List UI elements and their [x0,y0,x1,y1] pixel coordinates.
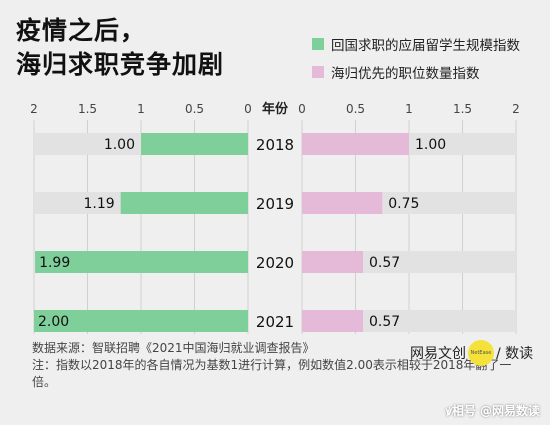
brand-left: 网易文创 [410,346,466,362]
right-bar [302,133,409,155]
title-line-2: 海归求职竞争加剧 [16,50,225,79]
legend-swatch-left [312,38,324,50]
right-bar-value-label: 1.00 [415,137,446,153]
right-bar-value-label: 0.75 [388,196,419,212]
right-axis-tick-label: 2 [512,102,520,116]
watermark: ꝟ相号 @网易数读 [445,404,540,418]
source-text: 数据来源：智联招聘《2021中国海归就业调查报告》 [32,341,315,355]
year-label: 2020 [256,254,294,272]
title-line-1: 疫情之后， [16,16,147,45]
right-axis-tick-label: 1 [405,102,413,116]
year-label: 2021 [256,313,294,331]
left-bar [141,133,248,155]
legend-swatch-right [312,66,324,78]
right-bar-value-label: 0.57 [369,255,400,271]
left-axis-tick-label: 2 [30,102,38,116]
year-label: 2019 [256,195,294,213]
year-axis-header: 年份 [262,101,289,117]
left-bar-value-label: 1.99 [39,255,70,271]
right-axis-tick-label: 0 [298,102,306,116]
note-text: 注：指数以2018年的各自情况为基数1进行计算，例如数值2.00表示相较于201… [32,358,512,389]
footer: 数据来源：智联招聘《2021中国海归就业调查报告》 注：指数以2018年的各自情… [32,340,524,391]
right-bar-value-label: 0.57 [369,314,400,330]
left-bar-value-label: 2.00 [38,314,69,330]
right-bar [302,251,363,273]
left-bar [34,310,248,332]
butterfly-bar-chart: 2 1.5 1 0.5 0 0 0.5 1 1.5 2 年份 1.00 1.00 2018 1.19 0.75… [30,101,520,334]
right-bar [302,310,363,332]
legend-label-right: 海归优先的职位数量指数 [331,66,480,82]
right-axis-tick-label: 0.5 [346,102,365,116]
legend-item-left: 回国求职的应届留学生规模指数 [312,30,520,58]
left-axis-tick-label: 1 [137,102,145,116]
left-axis-tick-label: 0 [244,102,252,116]
brand-dot: NetEase [468,340,494,366]
right-bar [302,192,383,214]
year-label: 2018 [256,136,294,154]
left-bar-value-label: 1.19 [83,196,114,212]
left-bar [120,192,248,214]
brand-logo: 网易文创 NetEase / 数读 [410,340,533,366]
brand-right: / 数读 [496,346,534,362]
left-axis-tick-label: 1.5 [78,102,97,116]
legend-label-left: 回国求职的应届留学生规模指数 [331,38,520,54]
left-bar-value-label: 1.00 [104,137,135,153]
legend: 回国求职的应届留学生规模指数 海归优先的职位数量指数 [312,30,520,86]
left-axis-tick-label: 0.5 [185,102,204,116]
chart-title: 疫情之后， 海归求职竞争加剧 [16,14,224,82]
legend-item-right: 海归优先的职位数量指数 [312,58,520,86]
left-bar [35,251,248,273]
right-axis-tick-label: 1.5 [453,102,472,116]
